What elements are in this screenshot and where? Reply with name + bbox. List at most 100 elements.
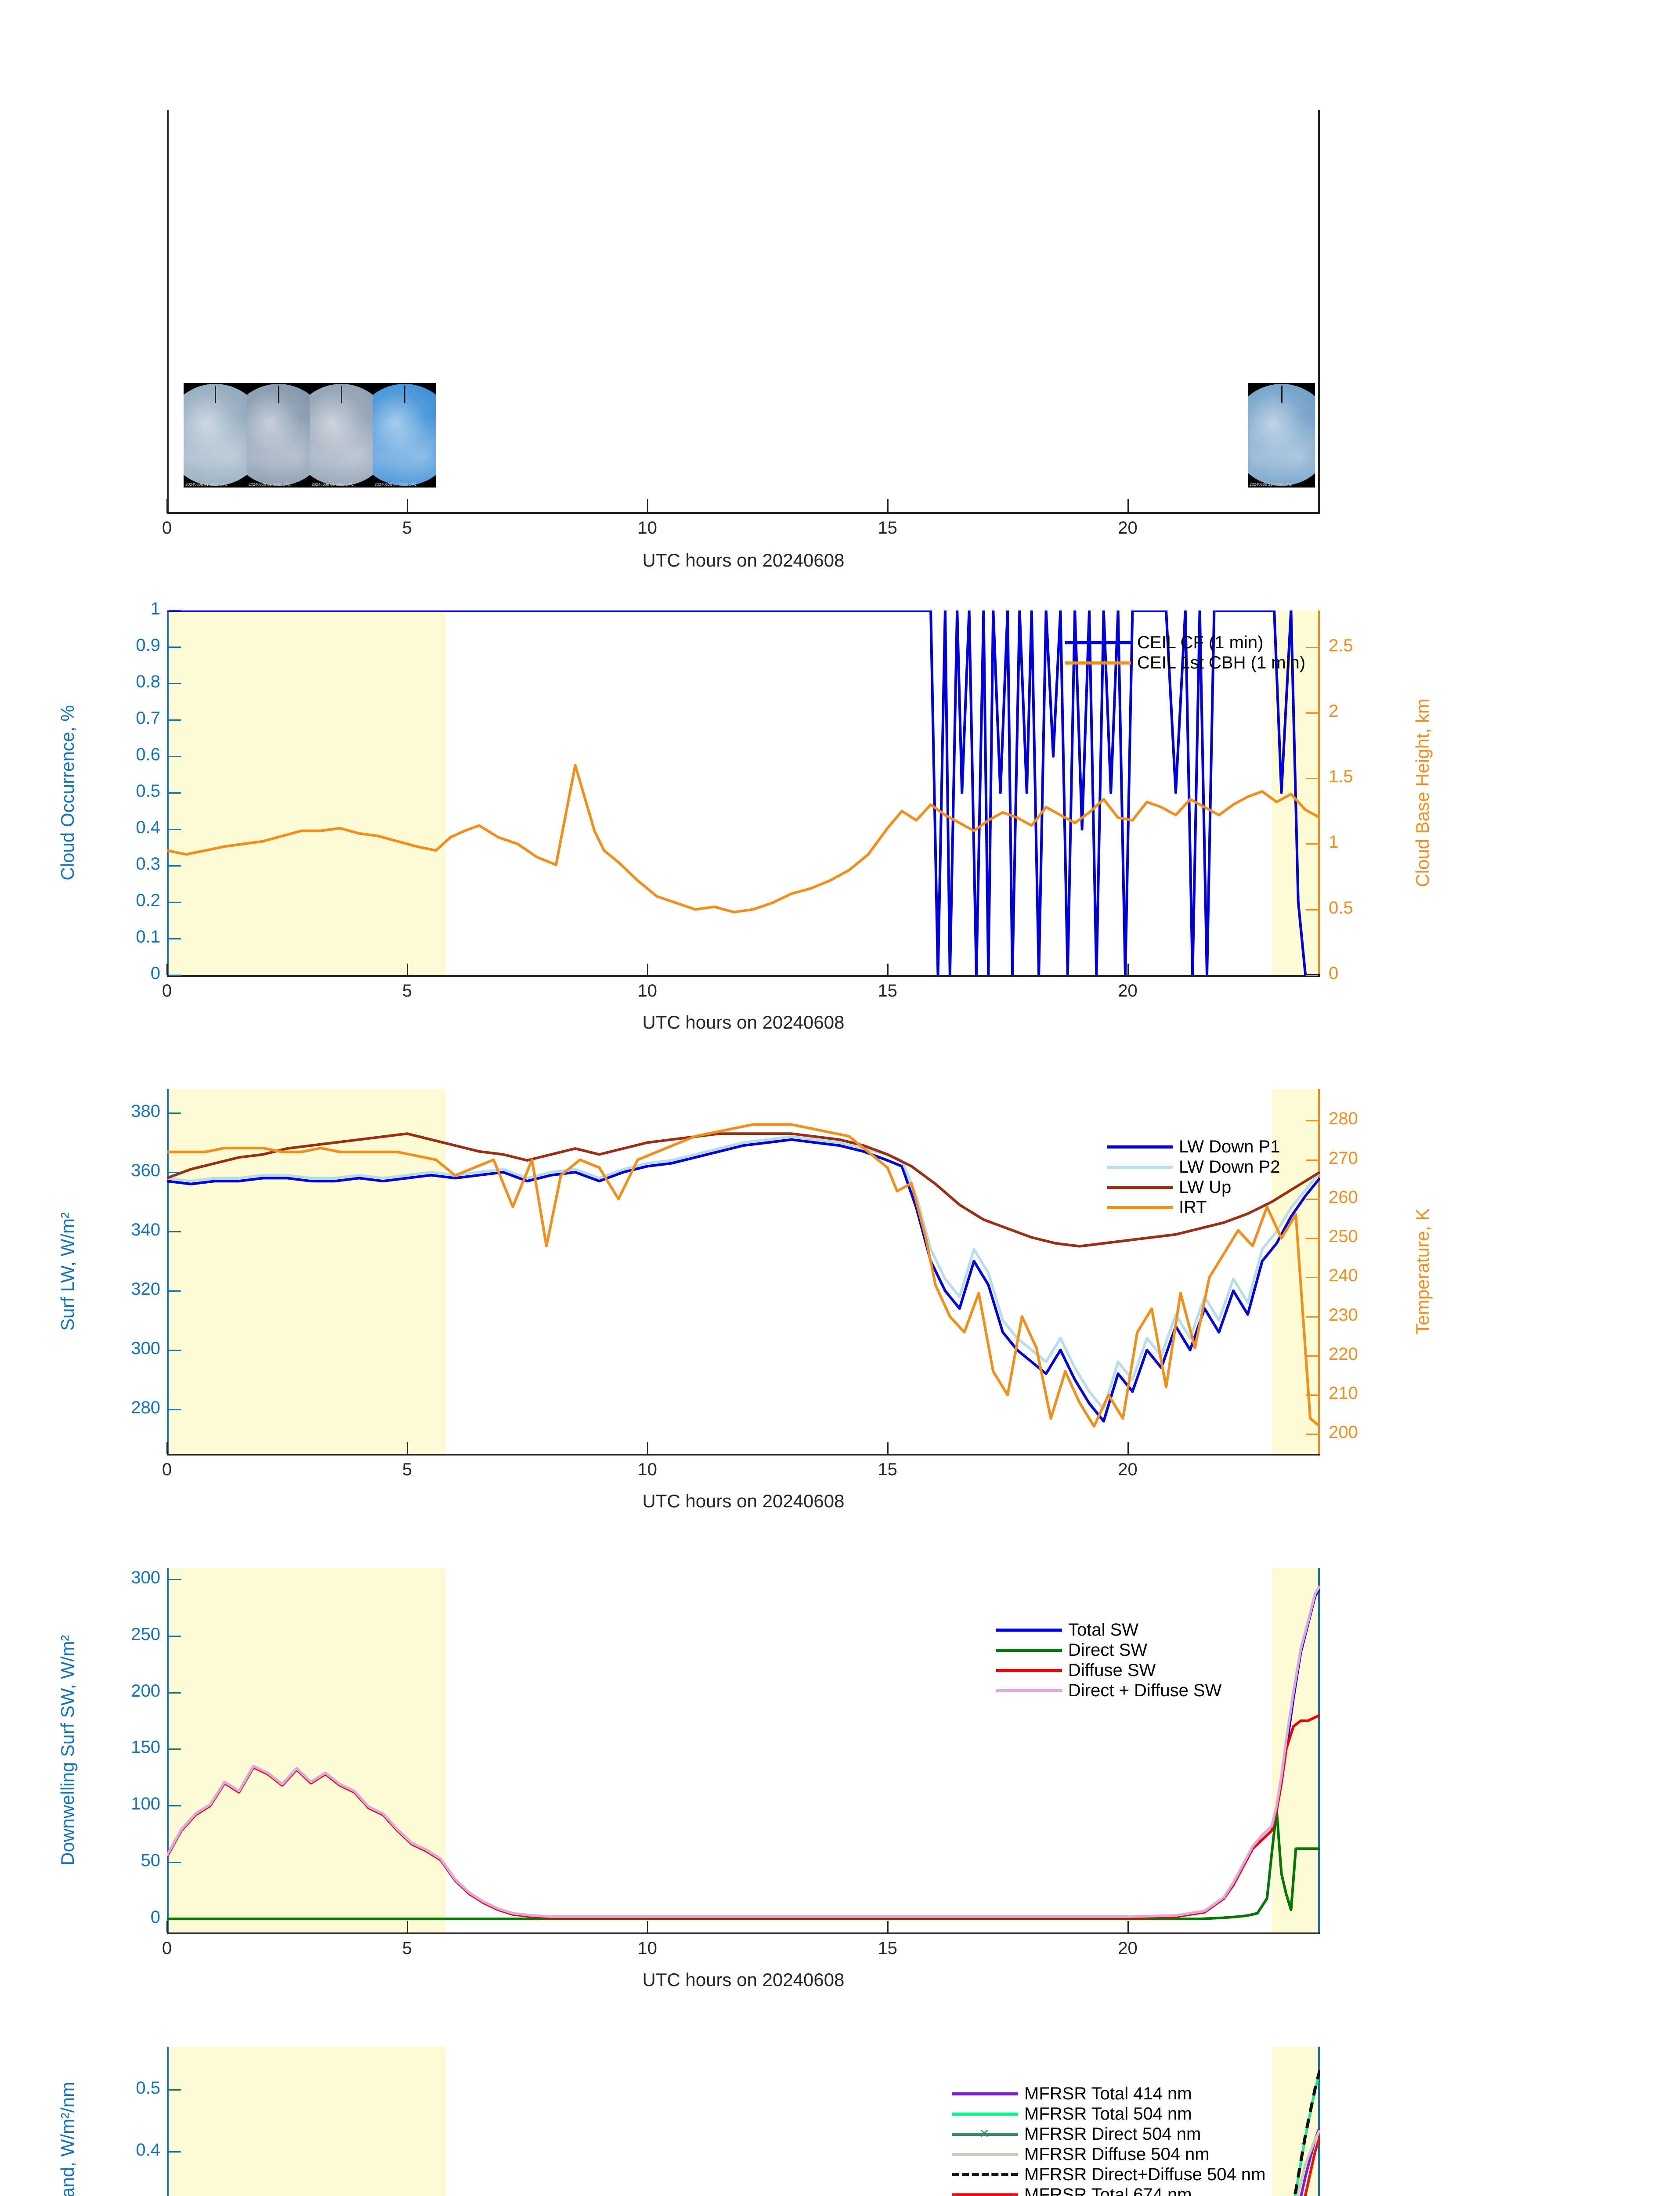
p2-box-x-tick [406,964,408,975]
legend-item[interactable]: CEIL 1st CBH (1 min) [1065,653,1305,673]
p3-box-x-tick-label: 5 [402,1460,412,1479]
legend-color-swatch [952,2092,1018,2095]
p2-box-y-left-tick [169,756,181,757]
p1-bottom-spine [167,512,1320,514]
legend-color-swatch [996,1648,1062,1652]
legend-label: Diffuse SW [1068,1661,1156,1680]
p3-box-y-left-tick [169,1171,181,1173]
all-sky-image: 20240608 03 0000 UTC [310,383,373,488]
legend-item[interactable]: MFRSR Total 674 nm [952,2185,1265,2196]
all-sky-image-strip-right: 20240608 23 0000 UTC [1247,383,1315,488]
p1-x-tick-label: 5 [402,518,412,538]
p3-box-y-left-tick-label: 340 [131,1220,160,1239]
p3-box-legend: LW Down P1 LW Down P2 LW Up IRT [1107,1137,1280,1217]
daylight-shading-band [167,1089,446,1454]
legend-label: MFRSR Diffuse 504 nm [1024,2145,1210,2164]
legend-item[interactable]: Total SW [996,1620,1221,1640]
p3-box-y-right-tick [1306,1120,1318,1122]
legend-label: MFRSR Direct 504 nm [1024,2124,1201,2144]
p3-box-left-spine [167,1089,169,1454]
p4-box-x-tick-label: 0 [162,1939,172,1958]
panel-all-sky-images: 20240608 01 0000 UTC 20240608 02 0000 UTC… [0,0,1680,584]
p3-box-y-right-tick-label: 250 [1329,1227,1358,1246]
p2-box-y-right-tick-label: 0.5 [1329,898,1353,917]
legend-color-swatch: × [952,2125,1018,2142]
daylight-shading-band [167,610,446,975]
legend-item[interactable]: × MFRSR Direct 504 nm [952,2124,1265,2144]
p4-box-y-left-tick-label: 100 [131,1794,160,1814]
legend-item[interactable]: Direct SW [996,1640,1221,1660]
p2-box-x-axis-title: UTC hours on 20240608 [642,1012,845,1033]
p2-box-y-left-title: Cloud Occurrence, % [57,705,78,881]
p2-box-y-left-tick-label: 0.8 [136,672,160,691]
legend-item[interactable]: LW Down P2 [1107,1157,1280,1177]
p1-x-tick [887,499,889,513]
legend-color-swatch [952,2193,1018,2196]
p3-box-right-spine [1318,1089,1320,1454]
p3-box-y-right-tick [1306,1316,1318,1318]
p2-box-x-tick [1127,964,1129,975]
legend-item[interactable]: Diffuse SW [996,1660,1221,1680]
p1-x-tick [1127,499,1129,513]
p3-box-y-right-tick [1306,1394,1318,1396]
panel-cloud-occurrence: 0 0.1 0.2 0.3 0.4 0.5 0.6 0.7 0.8 0.9 1 Cloud Occur… [0,584,1680,1063]
p2-box-y-right-tick [1306,647,1318,648]
p1-x-tick [647,499,648,513]
legend-item[interactable]: MFRSR Direct+Diffuse 504 nm [952,2164,1265,2185]
p5-box-y-left-tick [169,2089,181,2091]
daylight-shading-band [167,1568,446,1932]
legend-item[interactable]: LW Down P1 [1107,1137,1280,1157]
p2-box-y-left-tick-label: 1 [150,599,160,618]
legend-label: LW Down P2 [1179,1157,1280,1177]
daylight-shading-band [1272,1568,1320,1932]
p4-box-y-left-tick-label: 150 [131,1737,160,1757]
p5-box-right-spine [1318,2047,1320,2196]
p2-box-y-right-tick [1306,843,1318,845]
p2-box-x-tick-label: 0 [162,981,172,1000]
camera-mast-icon [1281,386,1283,403]
legend-item[interactable]: IRT [1107,1197,1280,1217]
p3-box-y-left-tick [169,1231,181,1232]
p5-box-legend: MFRSR Total 414 nm MFRSR Total 504 nm × MFR… [952,2084,1265,2196]
p3-box-y-right-tick-label: 240 [1329,1266,1358,1286]
p5-box-y-left-tick-label: 0.5 [136,2078,160,2098]
p4-box-x-tick [406,1921,408,1932]
legend-label: LW Down P1 [1179,1137,1280,1156]
p2-box-x-tick [647,964,648,975]
legend-label: CEIL 1st CBH (1 min) [1137,653,1306,672]
p2-box-y-right-tick [1306,712,1318,714]
p2-box-y-left-tick [169,938,181,939]
legend-item[interactable]: MFRSR Total 414 nm [952,2084,1265,2104]
p3-box-y-left-title: Surf LW, W/m² [57,1212,78,1331]
p4-box-x-axis-title: UTC hours on 20240608 [642,1969,845,1990]
legend-item[interactable]: CEIL CF (1 min) [1065,632,1305,653]
p5-box-y-left-tick [169,2151,181,2153]
legend-item[interactable]: MFRSR Diffuse 504 nm [952,2144,1265,2164]
p4-box-x-tick [887,1921,889,1932]
p3-box-y-right-tick-label: 270 [1329,1148,1358,1168]
p1-x-tick-label: 15 [878,518,897,538]
p2-box-y-right-tick [1306,975,1318,976]
p2-box-y-left-tick-label: 0.6 [136,745,160,764]
p4-box-y-left-tick-label: 0 [150,1907,160,1927]
p2-box-y-right-tick [1306,778,1318,780]
legend-item[interactable]: Direct + Diffuse SW [996,1680,1221,1701]
p3-box-x-tick-label: 20 [1118,1460,1138,1479]
camera-mast-icon [278,386,279,403]
legend-color-swatch [1107,1165,1173,1169]
p2-box-y-left-tick-label: 0.3 [136,854,160,874]
p4-box-x-tick-label: 10 [637,1939,658,1958]
legend-color-swatch [1107,1185,1173,1189]
legend-item[interactable]: LW Up [1107,1177,1280,1197]
legend-item[interactable]: MFRSR Total 504 nm [952,2104,1265,2124]
daylight-shading-band [1272,2047,1320,2196]
p2-box-y-left-tick-label: 0.5 [136,781,160,801]
p4-box-y-left-tick-label: 300 [131,1568,160,1587]
p5-box-y-left-title: Downwelling Narrowband, W/m²/nm [57,2047,78,2196]
p3-box-y-left-tick-label: 320 [131,1279,160,1299]
p2-box-x-tick-label: 10 [637,981,658,1000]
p2-box-x-tick [166,964,168,975]
p3-box-y-left-tick [169,1112,181,1114]
p4-box-x-tick-label: 5 [402,1939,412,1958]
